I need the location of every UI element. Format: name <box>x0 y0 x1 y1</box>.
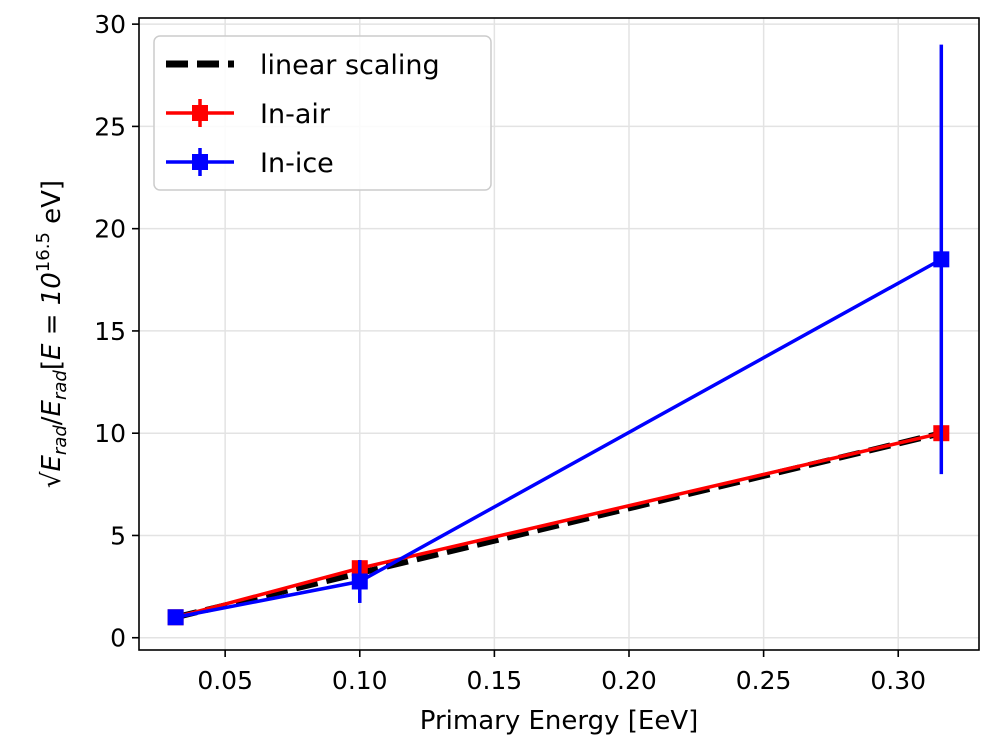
x-tick-label: 0.20 <box>601 666 657 695</box>
legend-label: In-air <box>260 99 331 130</box>
series-line <box>175 257 943 619</box>
y-tick-label: 15 <box>94 317 126 346</box>
data-point <box>351 573 368 590</box>
x-axis-title: Primary Energy [EeV] <box>420 706 699 736</box>
axis-ticks: 0.05 0.10 0.15 0.20 0.25 0.30 0 5 10 15 20 25 30 <box>94 10 926 695</box>
legend-marker <box>192 105 208 121</box>
y-tick-label: 20 <box>94 215 126 244</box>
y-axis-title: √Erad/Erad[E = 1016.5 eV] <box>33 180 71 488</box>
y-tick-label: 10 <box>94 419 126 448</box>
legend-marker <box>192 154 208 170</box>
x-tick-label: 0.05 <box>197 666 253 695</box>
y-tick-label: 25 <box>94 112 126 141</box>
legend-box <box>153 35 492 191</box>
x-tick-label: 0.25 <box>736 666 792 695</box>
x-tick-label: 0.10 <box>332 666 388 695</box>
x-tick-label: 0.15 <box>467 666 523 695</box>
legend: linear scaling In-air In-ice <box>153 35 492 191</box>
y-tick-label: 30 <box>94 10 126 39</box>
x-tick-label: 0.30 <box>870 666 926 695</box>
legend-entry: In-ice <box>166 148 334 179</box>
y-tick-label: 0 <box>110 624 126 653</box>
legend-entry: linear scaling <box>166 50 440 81</box>
legend-label: linear scaling <box>260 50 440 81</box>
y-axis-title-text: √Erad/Erad[E = 1016.5 eV] <box>33 180 71 488</box>
series-in-ice <box>167 44 950 626</box>
legend-entry: In-air <box>166 99 331 130</box>
data-point <box>167 609 184 626</box>
data-point <box>933 251 950 268</box>
plot-frame <box>138 17 980 651</box>
series-layer <box>167 44 950 626</box>
y-tick-label: 5 <box>110 521 126 550</box>
legend-label: In-ice <box>260 148 334 179</box>
